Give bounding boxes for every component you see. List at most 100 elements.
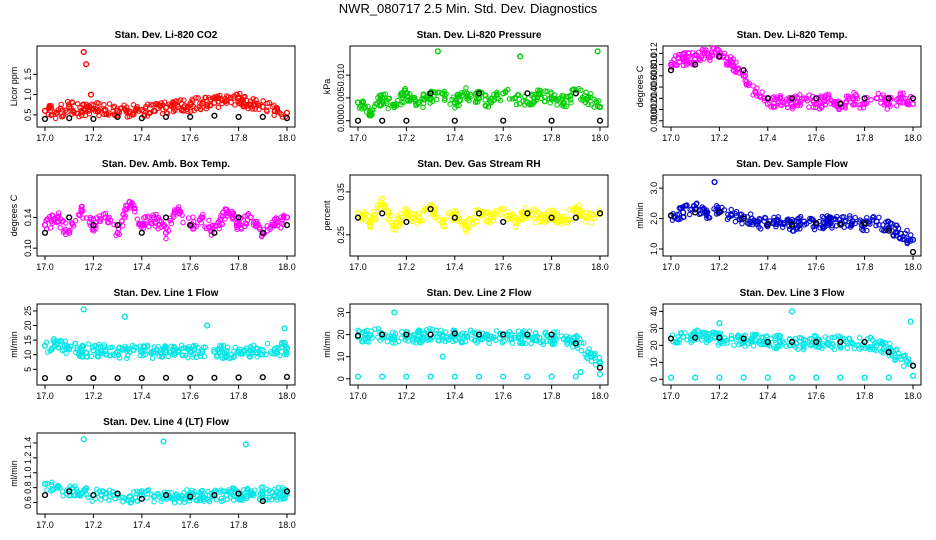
point-cloud bbox=[64, 109, 70, 115]
plot-frame bbox=[662, 303, 922, 386]
point-cloud bbox=[829, 344, 836, 350]
point bbox=[813, 338, 820, 346]
point-cloud bbox=[44, 349, 51, 355]
panel-title: Stan. Dev. Sample Flow bbox=[736, 159, 848, 170]
point bbox=[138, 229, 145, 236]
point bbox=[475, 210, 483, 217]
point bbox=[572, 214, 579, 221]
point-cloud bbox=[543, 338, 550, 345]
point-cloud bbox=[472, 91, 479, 97]
point-cloud bbox=[90, 226, 97, 232]
point bbox=[488, 99, 495, 106]
panel-5: Stan. Dev. Gas Stream RH 17.0 17.2 17.4 17.6… bbox=[322, 159, 609, 272]
point-cloud bbox=[894, 222, 900, 229]
point bbox=[885, 224, 892, 231]
point bbox=[199, 348, 206, 355]
point-cloud bbox=[206, 217, 212, 224]
point-cloud bbox=[205, 497, 212, 503]
point bbox=[150, 107, 158, 114]
point-cloud bbox=[130, 489, 137, 495]
point-cloud bbox=[672, 53, 679, 59]
point-cloud bbox=[247, 343, 254, 350]
point-cloud bbox=[564, 217, 570, 224]
y-tick-label: 20 bbox=[336, 330, 346, 340]
point bbox=[548, 117, 555, 124]
point bbox=[114, 113, 121, 121]
point bbox=[259, 103, 266, 110]
point-cloud bbox=[771, 214, 777, 221]
x-tick-label: 17.6 bbox=[494, 133, 512, 143]
point-cloud bbox=[125, 110, 132, 116]
point-cloud bbox=[498, 206, 504, 212]
point bbox=[114, 490, 121, 497]
point-cloud bbox=[196, 104, 203, 110]
point-cloud bbox=[217, 489, 223, 495]
point bbox=[596, 103, 604, 111]
point bbox=[114, 229, 121, 236]
point bbox=[235, 348, 242, 355]
point-cloud bbox=[582, 99, 589, 106]
point-cloud bbox=[706, 214, 713, 221]
point-cloud bbox=[466, 215, 472, 222]
point bbox=[354, 117, 362, 124]
point bbox=[572, 90, 579, 97]
point-cloud bbox=[573, 332, 580, 339]
point bbox=[235, 113, 242, 121]
point bbox=[415, 333, 422, 340]
point-cloud bbox=[254, 353, 260, 360]
y-axis-label: degrees C bbox=[635, 65, 645, 107]
point-cloud bbox=[144, 342, 151, 349]
x-tick-label: 17.2 bbox=[711, 133, 729, 143]
point-cloud bbox=[829, 225, 835, 231]
y-tick-label: 1.0 bbox=[23, 88, 33, 101]
panel-title: Stan. Dev. Amb. Box Temp. bbox=[102, 159, 230, 170]
x-tick-label: 17.0 bbox=[36, 262, 54, 272]
point bbox=[885, 227, 892, 234]
point bbox=[223, 492, 230, 499]
point bbox=[885, 95, 892, 102]
y-tick-label: 10 bbox=[23, 350, 33, 360]
point-cloud bbox=[820, 224, 827, 231]
point-cloud bbox=[206, 94, 212, 101]
point bbox=[391, 309, 398, 316]
point bbox=[873, 342, 880, 349]
point bbox=[427, 90, 434, 97]
point-cloud bbox=[566, 216, 573, 223]
point-cloud bbox=[676, 339, 682, 346]
x-tick-label: 17.6 bbox=[494, 262, 512, 272]
point bbox=[897, 230, 905, 237]
point-cloud bbox=[116, 355, 123, 361]
point-cloud bbox=[513, 101, 520, 108]
point bbox=[776, 95, 784, 102]
point-cloud bbox=[463, 330, 469, 337]
point-cloud bbox=[272, 486, 278, 492]
point-cloud bbox=[170, 101, 176, 108]
point-cloud bbox=[423, 327, 430, 333]
point-cloud bbox=[794, 99, 801, 105]
point bbox=[391, 223, 398, 230]
point bbox=[909, 248, 917, 256]
point-cloud bbox=[419, 338, 426, 344]
point bbox=[577, 369, 584, 376]
x-tick-label: 17.0 bbox=[36, 133, 54, 143]
point-cloud bbox=[837, 345, 844, 351]
point-cloud bbox=[519, 339, 526, 346]
point-cloud bbox=[689, 50, 696, 56]
point-cloud bbox=[541, 94, 548, 101]
point-cloud bbox=[363, 109, 370, 115]
point bbox=[572, 373, 579, 380]
x-tick-label: 18.0 bbox=[278, 391, 296, 401]
point bbox=[150, 348, 158, 355]
point-cloud bbox=[168, 220, 175, 227]
point-cloud bbox=[900, 363, 907, 369]
panel-title: Stan. Dev. Li-820 Temp. bbox=[737, 30, 848, 41]
point-cloud bbox=[777, 333, 783, 340]
point-cloud bbox=[844, 345, 851, 352]
y-tick-label: 1.4 bbox=[23, 437, 33, 450]
y-tick-label: 0.10 bbox=[23, 239, 33, 257]
y-tick-label: 0.6 bbox=[23, 496, 33, 509]
x-tick-label: 17.4 bbox=[446, 391, 464, 401]
point-cloud bbox=[372, 326, 378, 333]
point-cloud bbox=[132, 205, 138, 212]
